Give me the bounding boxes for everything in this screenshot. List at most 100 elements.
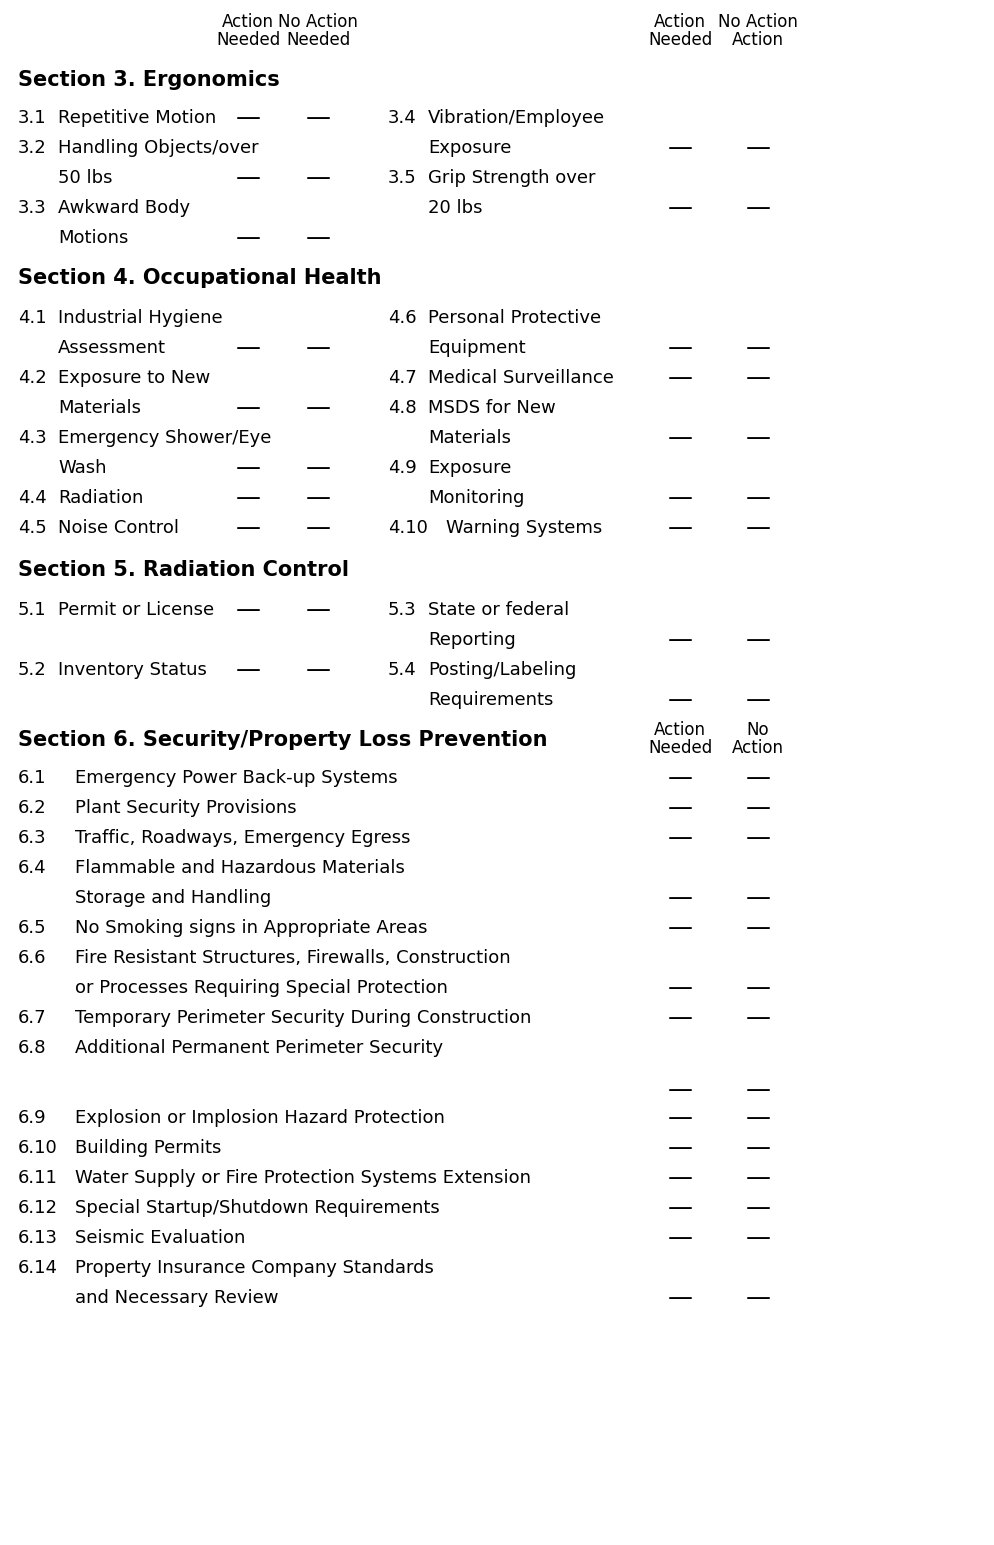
Text: 5.2: 5.2	[18, 661, 47, 678]
Text: 4.10: 4.10	[388, 519, 427, 538]
Text: —: —	[745, 796, 769, 820]
Text: Action: Action	[222, 12, 273, 31]
Text: —: —	[667, 766, 692, 789]
Text: —: —	[667, 335, 692, 360]
Text: —: —	[667, 366, 692, 389]
Text: Motions: Motions	[58, 229, 128, 247]
Text: Monitoring: Monitoring	[427, 490, 524, 507]
Text: —: —	[745, 136, 769, 161]
Text: Personal Protective: Personal Protective	[427, 309, 600, 328]
Text: —: —	[667, 1166, 692, 1190]
Text: 6.3: 6.3	[18, 830, 47, 847]
Text: —: —	[667, 1227, 692, 1250]
Text: Inventory Status: Inventory Status	[58, 661, 207, 678]
Text: Radiation: Radiation	[58, 490, 143, 507]
Text: Flammable and Hazardous Materials: Flammable and Hazardous Materials	[75, 859, 405, 878]
Text: Exposure: Exposure	[427, 459, 511, 477]
Text: —: —	[745, 1136, 769, 1160]
Text: Materials: Materials	[58, 399, 141, 417]
Text: Section 5. Radiation Control: Section 5. Radiation Control	[18, 559, 349, 579]
Text: Special Startup/Shutdown Requirements: Special Startup/Shutdown Requirements	[75, 1199, 439, 1217]
Text: or Processes Requiring Special Protection: or Processes Requiring Special Protectio…	[75, 980, 447, 997]
Text: 50 lbs: 50 lbs	[58, 168, 112, 187]
Text: —: —	[667, 796, 692, 820]
Text: —: —	[745, 885, 769, 910]
Text: —: —	[667, 916, 692, 939]
Text: MSDS for New: MSDS for New	[427, 399, 556, 417]
Text: Warning Systems: Warning Systems	[445, 519, 601, 538]
Text: 4.8: 4.8	[388, 399, 416, 417]
Text: 6.7: 6.7	[18, 1009, 47, 1027]
Text: Reporting: Reporting	[427, 630, 515, 649]
Text: —: —	[667, 885, 692, 910]
Text: 4.1: 4.1	[18, 309, 47, 328]
Text: —: —	[236, 335, 260, 360]
Text: 5.4: 5.4	[388, 661, 416, 678]
Text: —: —	[745, 1166, 769, 1190]
Text: Awkward Body: Awkward Body	[58, 199, 190, 216]
Text: —: —	[667, 1006, 692, 1031]
Text: State or federal: State or federal	[427, 601, 569, 620]
Text: —: —	[667, 976, 692, 1000]
Text: 4.3: 4.3	[18, 430, 47, 447]
Text: Building Permits: Building Permits	[75, 1139, 221, 1157]
Text: —: —	[305, 487, 330, 510]
Text: Action: Action	[732, 739, 783, 757]
Text: Posting/Labeling: Posting/Labeling	[427, 661, 576, 678]
Text: 6.9: 6.9	[18, 1109, 47, 1126]
Text: Section 4. Occupational Health: Section 4. Occupational Health	[18, 267, 381, 287]
Text: 6.8: 6.8	[18, 1038, 47, 1057]
Text: —: —	[667, 426, 692, 450]
Text: —: —	[305, 658, 330, 681]
Text: No: No	[746, 722, 768, 739]
Text: —: —	[305, 226, 330, 250]
Text: —: —	[236, 396, 260, 420]
Text: —: —	[667, 1106, 692, 1129]
Text: —: —	[667, 136, 692, 161]
Text: —: —	[745, 1196, 769, 1221]
Text: Property Insurance Company Standards: Property Insurance Company Standards	[75, 1259, 433, 1278]
Text: 3.5: 3.5	[388, 168, 416, 187]
Text: —: —	[745, 688, 769, 712]
Text: 4.7: 4.7	[388, 369, 416, 386]
Text: —: —	[745, 366, 769, 389]
Text: —: —	[236, 658, 260, 681]
Text: —: —	[236, 598, 260, 623]
Text: 5.1: 5.1	[18, 601, 47, 620]
Text: —: —	[745, 1006, 769, 1031]
Text: Permit or License: Permit or License	[58, 601, 214, 620]
Text: —: —	[745, 1078, 769, 1102]
Text: No Action: No Action	[718, 12, 797, 31]
Text: —: —	[305, 335, 330, 360]
Text: Plant Security Provisions: Plant Security Provisions	[75, 799, 296, 817]
Text: Exposure: Exposure	[427, 139, 511, 158]
Text: —: —	[236, 456, 260, 480]
Text: —: —	[745, 426, 769, 450]
Text: —: —	[667, 1285, 692, 1310]
Text: Section 3. Ergonomics: Section 3. Ergonomics	[18, 70, 279, 90]
Text: —: —	[667, 1196, 692, 1221]
Text: —: —	[745, 627, 769, 652]
Text: —: —	[745, 766, 769, 789]
Text: —: —	[236, 516, 260, 541]
Text: Needed: Needed	[285, 31, 350, 49]
Text: —: —	[305, 598, 330, 623]
Text: —: —	[667, 487, 692, 510]
Text: Handling Objects/over: Handling Objects/over	[58, 139, 258, 158]
Text: Repetitive Motion: Repetitive Motion	[58, 110, 216, 127]
Text: Storage and Handling: Storage and Handling	[75, 888, 271, 907]
Text: and Necessary Review: and Necessary Review	[75, 1289, 278, 1307]
Text: —: —	[667, 196, 692, 219]
Text: 5.3: 5.3	[388, 601, 416, 620]
Text: —: —	[667, 1136, 692, 1160]
Text: 4.4: 4.4	[18, 490, 47, 507]
Text: Medical Surveillance: Medical Surveillance	[427, 369, 613, 386]
Text: Emergency Power Back-up Systems: Emergency Power Back-up Systems	[75, 769, 398, 786]
Text: 3.1: 3.1	[18, 110, 47, 127]
Text: 6.6: 6.6	[18, 949, 47, 967]
Text: —: —	[305, 516, 330, 541]
Text: Water Supply or Fire Protection Systems Extension: Water Supply or Fire Protection Systems …	[75, 1170, 531, 1187]
Text: 3.2: 3.2	[18, 139, 47, 158]
Text: —: —	[745, 976, 769, 1000]
Text: Needed: Needed	[216, 31, 280, 49]
